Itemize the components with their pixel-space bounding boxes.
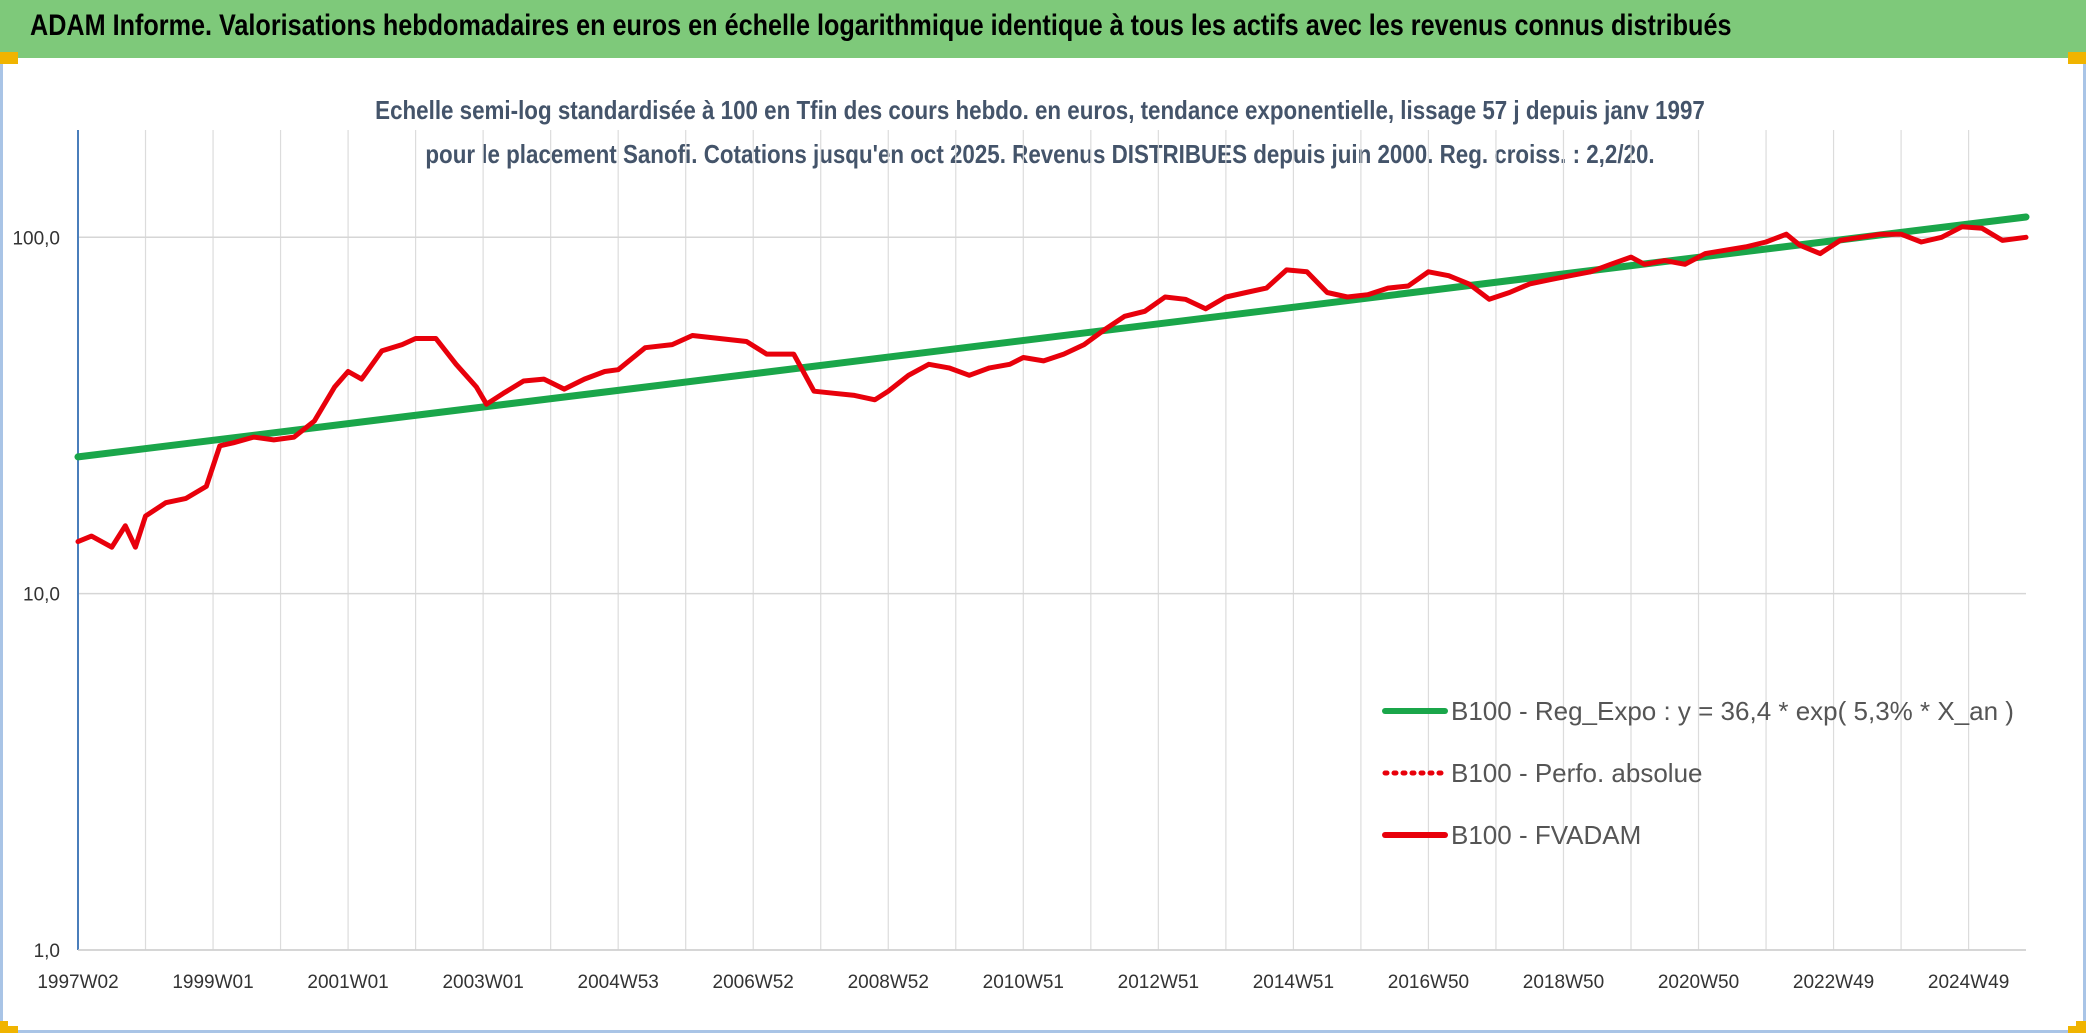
- fvadam-series-line: [75, 224, 2029, 550]
- series-layer: [74, 213, 2030, 550]
- chart-subtitle: Echelle semi-log standardisée à 100 en T…: [375, 95, 1705, 169]
- x-tick-label: 2006W52: [713, 972, 794, 993]
- chart-panel: [8, 64, 2076, 1026]
- regression-trend-line: [74, 213, 2030, 461]
- corner-marker-top-left: [0, 52, 18, 64]
- legend-label: B100 - Perfo. absolue: [1451, 758, 1703, 788]
- x-tick-label: 2008W52: [848, 972, 929, 993]
- y-tick-label: 100,0: [12, 228, 60, 249]
- y-tick-label: 1,0: [34, 941, 60, 962]
- x-tick-label: 2001W01: [307, 972, 388, 993]
- x-tick-label: 2018W50: [1523, 972, 1604, 993]
- x-tick-label: 2012W51: [1118, 972, 1199, 993]
- x-tick-label: 1997W02: [37, 972, 118, 993]
- x-tick-label: 2020W50: [1658, 972, 1739, 993]
- x-tick-label: 2016W50: [1388, 972, 1469, 993]
- y-tick-label: 10,0: [23, 585, 60, 606]
- gridlines: [78, 130, 2026, 951]
- legend-label: B100 - Reg_Expo : y = 36,4 * exp( 5,3% *…: [1451, 696, 2014, 726]
- x-tick-label: 1999W01: [172, 972, 253, 993]
- x-tick-label: 2003W01: [442, 972, 523, 993]
- legend-label: B100 - FVADAM: [1451, 820, 1641, 850]
- x-tick-label: 2014W51: [1253, 972, 1334, 993]
- corner-marker-top-right: [2068, 52, 2086, 64]
- report-header-bar: ADAM Informe. Valorisations hebdomadaire…: [0, 0, 2086, 58]
- report-title: ADAM Informe. Valorisations hebdomadaire…: [30, 9, 1732, 42]
- x-tick-label: 2022W49: [1793, 972, 1874, 993]
- x-tick-label: 2024W49: [1928, 972, 2009, 993]
- axes: 100,0 10,0 1,0 1997W02 1999W01 2001W01 2003W01…: [12, 130, 2026, 993]
- x-tick-label: 2004W53: [578, 972, 659, 993]
- legend: B100 - Reg_Expo : y = 36,4 * exp( 5,3% *…: [1382, 696, 2014, 850]
- x-tick-label: 2010W51: [983, 972, 1064, 993]
